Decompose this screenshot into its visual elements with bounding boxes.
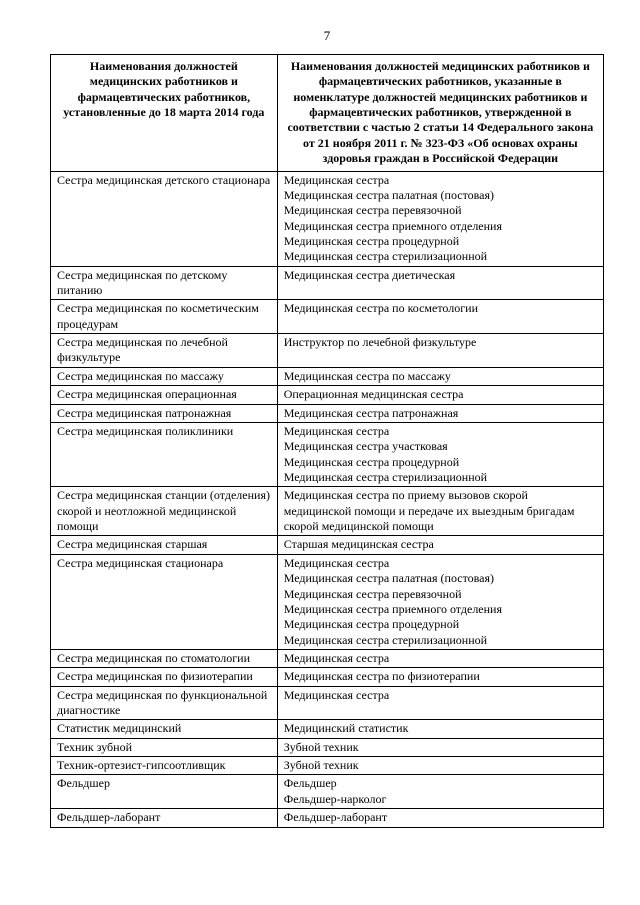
cell-left: Сестра медицинская по косметическим проц… <box>51 300 278 334</box>
cell-right: Медицинский статистик <box>277 720 603 738</box>
table-body: Сестра медицинская детского стационараМе… <box>51 171 604 827</box>
cell-right-line: Медицинская сестра палатная (постовая) <box>284 571 597 586</box>
table-row: Статистик медицинский Медицинский статист… <box>51 720 604 738</box>
cell-right-line: Медицинская сестра по массажу <box>284 369 597 384</box>
cell-left: Статистик медицинский <box>51 720 278 738</box>
cell-right: Медицинская сестра патронажная <box>277 404 603 422</box>
cell-left: Фельдшер <box>51 775 278 809</box>
cell-right-line: Медицинская сестра <box>284 556 597 571</box>
cell-left: Сестра медицинская патронажная <box>51 404 278 422</box>
header-left: Наименования должностей медицинских рабо… <box>51 55 278 172</box>
cell-right: Старшая медицинская сестра <box>277 536 603 554</box>
table-row: Сестра медицинская по косметическим проц… <box>51 300 604 334</box>
cell-right: Медицинская сестра <box>277 686 603 720</box>
cell-right-line: Медицинский статистик <box>284 721 597 736</box>
page-number: 7 <box>50 28 604 44</box>
cell-right-line: Медицинская сестра <box>284 173 597 188</box>
table-row: Сестра медицинская поликлиникиМедицинска… <box>51 422 604 486</box>
table-row: Сестра медицинская по физиотерапии Медици… <box>51 668 604 686</box>
table-row: Сестра медицинская стационараМедицинская… <box>51 554 604 649</box>
cell-left: Сестра медицинская по детскому питанию <box>51 266 278 300</box>
cell-right: Медицинская сестраМедицинская сестра пал… <box>277 554 603 649</box>
cell-right-line: Фельдшер-лаборант <box>284 810 597 825</box>
cell-left: Сестра медицинская по физиотерапии <box>51 668 278 686</box>
cell-right: Фельдшер-лаборант <box>277 809 603 827</box>
cell-right-line: Фельдшер <box>284 776 597 791</box>
cell-left: Сестра медицинская стационара <box>51 554 278 649</box>
cell-right-line: Медицинская сестра диетическая <box>284 268 597 283</box>
table-row: Техник зубной Зубной техник <box>51 738 604 756</box>
cell-right-line: Медицинская сестра перевязочной <box>284 203 597 218</box>
cell-right-line: Медицинская сестра участковая <box>284 439 597 454</box>
table-row: Сестра медицинская патронажная Медицинска… <box>51 404 604 422</box>
cell-left: Сестра медицинская по функциональной диа… <box>51 686 278 720</box>
cell-right: ФельдшерФельдшер-нарколог <box>277 775 603 809</box>
cell-right-line: Медицинская сестра перевязочной <box>284 587 597 602</box>
cell-right-line: Медицинская сестра стерилизационной <box>284 633 597 648</box>
cell-left: Сестра медицинская операционная <box>51 386 278 404</box>
cell-left: Фельдшер-лаборант <box>51 809 278 827</box>
table-row: Фельдшер-лаборант Фельдшер-лаборант <box>51 809 604 827</box>
cell-right: Зубной техник <box>277 757 603 775</box>
cell-right-line: Медицинская сестра палатная (постовая) <box>284 188 597 203</box>
cell-left: Сестра медицинская по массажу <box>51 367 278 385</box>
cell-left: Техник зубной <box>51 738 278 756</box>
cell-right-line: Операционная медицинская сестра <box>284 387 597 402</box>
cell-right: Медицинская сестра по массажу <box>277 367 603 385</box>
cell-right-line: Медицинская сестра стерилизационной <box>284 249 597 264</box>
cell-right-line: Зубной техник <box>284 758 597 773</box>
cell-right: Медицинская сестра <box>277 649 603 667</box>
cell-right-line: Медицинская сестра процедурной <box>284 234 597 249</box>
cell-right-line: Медицинская сестра по косметологии <box>284 301 597 316</box>
cell-left: Сестра медицинская поликлиники <box>51 422 278 486</box>
cell-right-line: Медицинская сестра приемного отделения <box>284 219 597 234</box>
cell-right-line: Зубной техник <box>284 740 597 755</box>
cell-left: Сестра медицинская станции (отделения) с… <box>51 487 278 536</box>
cell-right: Инструктор по лечебной физкультуре <box>277 334 603 368</box>
cell-left: Техник-ортезист-гипсоотливщик <box>51 757 278 775</box>
cell-right: Операционная медицинская сестра <box>277 386 603 404</box>
cell-right: Медицинская сестраМедицинская сестра уча… <box>277 422 603 486</box>
cell-right-line: Медицинская сестра <box>284 688 597 703</box>
cell-right-line: Медицинская сестра приемного отделения <box>284 602 597 617</box>
cell-right: Медицинская сестра диетическая <box>277 266 603 300</box>
table-row: Сестра медицинская операционная Операцион… <box>51 386 604 404</box>
cell-right-line: Медицинская сестра по приему вызовов ско… <box>284 488 597 534</box>
cell-left: Сестра медицинская детского стационара <box>51 171 278 266</box>
cell-right-line: Инструктор по лечебной физкультуре <box>284 335 597 350</box>
cell-right: Медицинская сестра по приему вызовов ско… <box>277 487 603 536</box>
table-row: Сестра медицинская станции (отделения) с… <box>51 487 604 536</box>
cell-right-line: Медицинская сестра патронажная <box>284 406 597 421</box>
cell-right-line: Медицинская сестра процедурной <box>284 455 597 470</box>
header-right: Наименования должностей медицинских рабо… <box>277 55 603 172</box>
cell-right-line: Медицинская сестра процедурной <box>284 617 597 632</box>
cell-right-line: Медицинская сестра стерилизационной <box>284 470 597 485</box>
table-row: Сестра медицинская по массажу Медицинская… <box>51 367 604 385</box>
table-row: Техник-ортезист-гипсоотливщик Зубной техн… <box>51 757 604 775</box>
table-row: Сестра медицинская по лечебной физкульту… <box>51 334 604 368</box>
cell-left: Сестра медицинская старшая <box>51 536 278 554</box>
cell-right: Медицинская сестраМедицинская сестра пал… <box>277 171 603 266</box>
cell-right-line: Медицинская сестра <box>284 651 597 666</box>
table-row: ФельдшерФельдшерФельдшер-нарколог <box>51 775 604 809</box>
cell-right-line: Медицинская сестра по физиотерапии <box>284 669 597 684</box>
cell-right-line: Старшая медицинская сестра <box>284 537 597 552</box>
table-row: Сестра медицинская по стоматологии Медици… <box>51 649 604 667</box>
table-head: Наименования должностей медицинских рабо… <box>51 55 604 172</box>
table-row: Сестра медицинская детского стационараМе… <box>51 171 604 266</box>
page: 7 Наименования должностей медицинских ра… <box>0 0 640 905</box>
cell-left: Сестра медицинская по стоматологии <box>51 649 278 667</box>
table-header-row: Наименования должностей медицинских рабо… <box>51 55 604 172</box>
table-row: Сестра медицинская по функциональной диа… <box>51 686 604 720</box>
cell-right: Медицинская сестра по косметологии <box>277 300 603 334</box>
cell-right-line: Фельдшер-нарколог <box>284 792 597 807</box>
cell-left: Сестра медицинская по лечебной физкульту… <box>51 334 278 368</box>
table-row: Сестра медицинская старшая Старшая медици… <box>51 536 604 554</box>
positions-table: Наименования должностей медицинских рабо… <box>50 54 604 828</box>
cell-right-line: Медицинская сестра <box>284 424 597 439</box>
cell-right: Зубной техник <box>277 738 603 756</box>
cell-right: Медицинская сестра по физиотерапии <box>277 668 603 686</box>
table-row: Сестра медицинская по детскому питанию Ме… <box>51 266 604 300</box>
